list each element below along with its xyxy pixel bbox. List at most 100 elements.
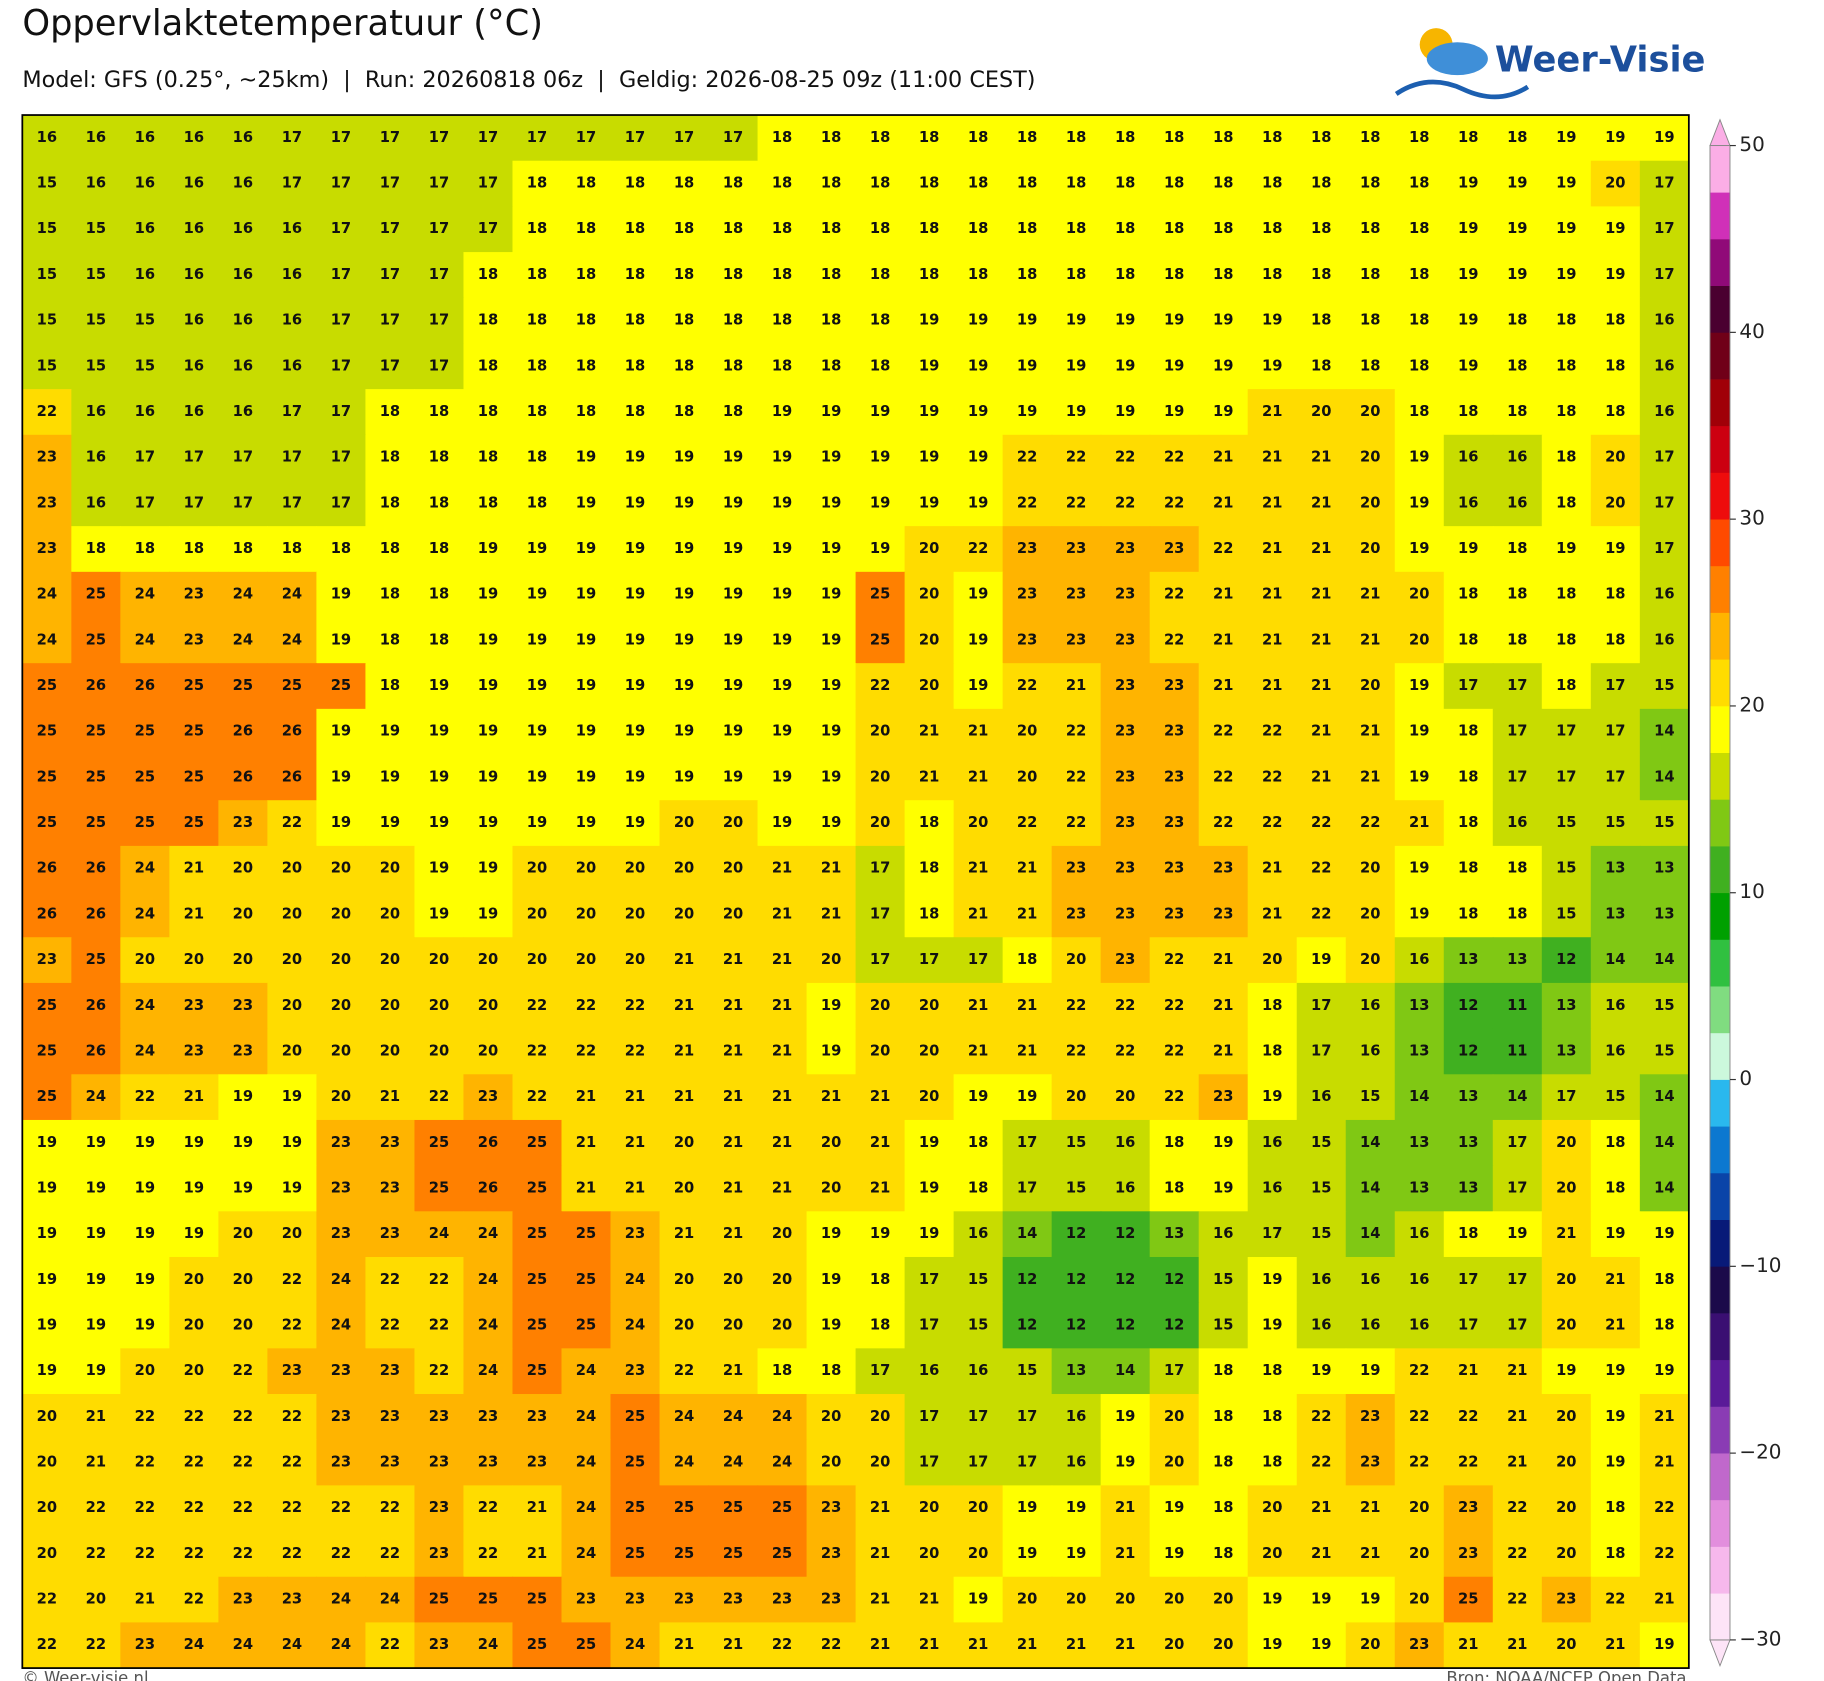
- temperature-cell: [659, 1165, 710, 1212]
- temperature-value: 21: [723, 1042, 743, 1059]
- temperature-value: 21: [1360, 1545, 1380, 1562]
- temperature-value: 19: [37, 1134, 57, 1151]
- temperature-value: 12: [1066, 1317, 1086, 1334]
- temperature-value: 15: [86, 266, 106, 283]
- temperature-value: 15: [1066, 1134, 1086, 1151]
- temperature-value: 18: [625, 312, 645, 329]
- temperature-cell: [22, 389, 72, 436]
- temperature-value: 13: [1409, 1134, 1429, 1151]
- temperature-cell: [414, 343, 465, 390]
- temperature-cell: [1541, 754, 1592, 801]
- temperature-cell: [1639, 617, 1690, 664]
- temperature-value: 20: [870, 814, 890, 831]
- temperature-cell: [218, 937, 268, 984]
- temperature-cell: [1590, 1394, 1641, 1441]
- temperature-cell: [218, 1439, 268, 1486]
- temperature-cell: [610, 891, 661, 938]
- temperature-cell: [659, 434, 710, 482]
- temperature-value: 22: [1360, 814, 1380, 831]
- temperature-value: 16: [135, 220, 155, 237]
- temperature-value: 18: [1458, 631, 1478, 648]
- temperature-value: 18: [1409, 357, 1429, 374]
- temperature-cell: [463, 160, 514, 207]
- temperature-cell: [1100, 1622, 1151, 1669]
- temperature-value: 15: [1605, 814, 1625, 831]
- temperature-cell: [1002, 708, 1053, 756]
- temperature-value: 25: [1458, 1591, 1478, 1608]
- temperature-cell: [463, 434, 514, 482]
- temperature-cell: [1051, 982, 1102, 1030]
- temperature-cell: [267, 1439, 318, 1486]
- temperature-cell: [218, 1531, 268, 1578]
- colorbar-bottom-cap: [1709, 1639, 1731, 1668]
- temperature-value: 13: [1409, 1042, 1429, 1059]
- temperature-value: 19: [674, 677, 694, 694]
- temperature-cell: [1296, 663, 1347, 710]
- temperature-value: 21: [1311, 677, 1331, 694]
- temperature-cell: [463, 115, 514, 162]
- temperature-value: 17: [919, 1408, 939, 1425]
- temperature-cell: [1443, 343, 1494, 390]
- temperature-cell: [855, 937, 906, 984]
- temperature-value: 17: [1556, 768, 1576, 785]
- temperature-value: 17: [233, 494, 253, 511]
- temperature-value: 19: [1066, 357, 1086, 374]
- temperature-cell: [1198, 480, 1249, 527]
- temperature-cell: [218, 389, 268, 436]
- temperature-cell: [120, 845, 170, 893]
- temperature-cell: [757, 1256, 808, 1304]
- temperature-cell: [1149, 1394, 1200, 1441]
- temperature-cell: [806, 663, 857, 710]
- temperature-value: 24: [282, 1636, 302, 1653]
- temperature-value: 20: [331, 997, 351, 1014]
- temperature-cell: [757, 1348, 808, 1395]
- temperature-value: 20: [625, 860, 645, 877]
- temperature-value: 25: [86, 723, 106, 740]
- temperature-cell: [953, 434, 1004, 482]
- temperature-cell: [806, 526, 857, 573]
- temperature-value: 22: [1213, 723, 1233, 740]
- colorbar-segment: [1710, 379, 1730, 427]
- temperature-cell: [1590, 845, 1641, 893]
- temperature-cell: [365, 891, 416, 938]
- temperature-value: 17: [674, 129, 694, 146]
- temperature-cell: [1002, 1211, 1053, 1258]
- temperature-value: 21: [1311, 494, 1331, 511]
- temperature-value: 19: [625, 677, 645, 694]
- temperature-value: 21: [1066, 677, 1086, 694]
- temperature-value: 18: [1213, 129, 1233, 146]
- temperature-value: 17: [331, 449, 351, 466]
- temperature-value: 19: [1017, 1499, 1037, 1516]
- temperature-cell: [757, 571, 808, 619]
- temperature-value: 17: [380, 266, 400, 283]
- temperature-value: 18: [380, 586, 400, 603]
- temperature-cell: [1296, 1576, 1347, 1623]
- temperature-value: 24: [478, 1636, 498, 1653]
- temperature-cell: [1345, 526, 1396, 573]
- temperature-value: 21: [1458, 1362, 1478, 1379]
- temperature-value: 16: [1458, 494, 1478, 511]
- temperature-cell: [659, 1531, 710, 1578]
- temperature-value: 22: [772, 1636, 792, 1653]
- temperature-value: 20: [331, 1042, 351, 1059]
- temperature-cell: [463, 571, 514, 619]
- temperature-cell: [1394, 1485, 1445, 1532]
- temperature-value: 20: [1213, 1591, 1233, 1608]
- temperature-value: 26: [37, 905, 57, 922]
- temperature-value: 19: [625, 723, 645, 740]
- temperature-value: 19: [870, 403, 890, 420]
- temperature-value: 23: [233, 1042, 253, 1059]
- temperature-cell: [561, 982, 612, 1030]
- temperature-cell: [659, 1439, 710, 1486]
- temperature-cell: [610, 1485, 661, 1532]
- temperature-value: 24: [674, 1454, 694, 1471]
- temperature-value: 22: [380, 1499, 400, 1516]
- temperature-cell: [757, 1439, 808, 1486]
- temperature-value: 21: [1017, 860, 1037, 877]
- temperature-value: 18: [86, 540, 106, 557]
- temperature-cell: [1296, 1485, 1347, 1532]
- temperature-value: 20: [625, 905, 645, 922]
- temperature-value: 17: [478, 129, 498, 146]
- temperature-cell: [1394, 434, 1445, 482]
